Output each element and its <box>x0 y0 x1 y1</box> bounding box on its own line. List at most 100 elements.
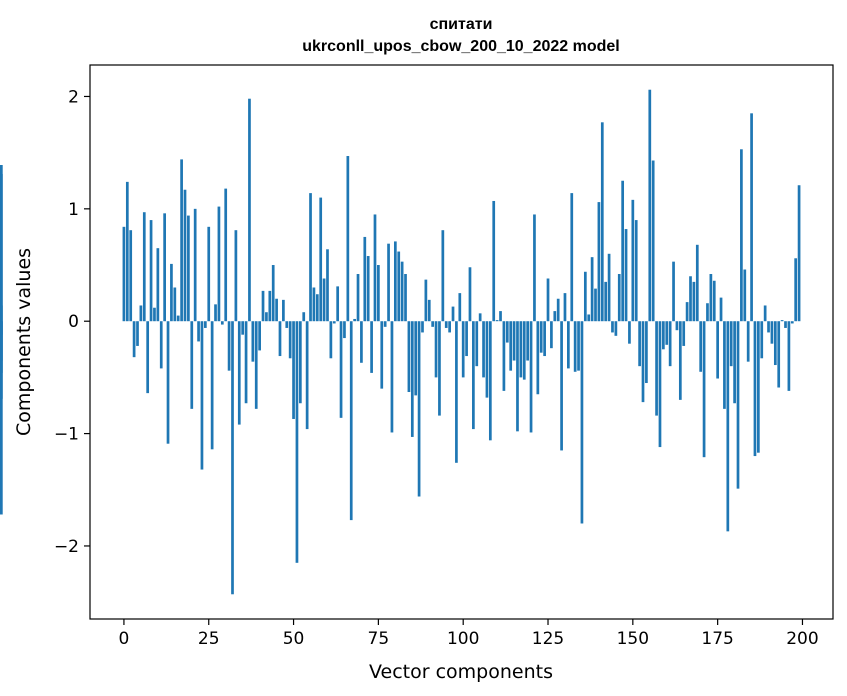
bar <box>139 305 143 322</box>
bar <box>543 321 546 357</box>
bar <box>672 261 675 322</box>
bar <box>485 321 489 398</box>
bar <box>237 321 241 425</box>
bar <box>315 294 319 322</box>
bar <box>668 321 672 367</box>
bar <box>349 321 353 521</box>
bar <box>146 321 150 394</box>
y-axis-ticks: −2 −1 0 1 2 <box>54 87 90 557</box>
bar <box>583 271 587 322</box>
bar <box>678 321 682 400</box>
bar <box>244 321 248 404</box>
bar <box>434 321 438 378</box>
bar <box>203 321 207 328</box>
bar <box>689 276 692 322</box>
bar <box>594 288 597 322</box>
bar <box>746 321 750 362</box>
bar <box>716 321 719 379</box>
x-tick-label: 175 <box>701 629 733 649</box>
bar <box>170 263 173 322</box>
bars-group <box>0 89 801 595</box>
bar <box>220 321 224 325</box>
bar <box>373 214 377 322</box>
bar <box>502 321 506 391</box>
bar <box>353 318 356 322</box>
bar <box>298 321 302 404</box>
bar <box>699 321 703 372</box>
bar <box>407 321 411 393</box>
bar <box>539 321 543 353</box>
bar <box>282 299 285 322</box>
bar <box>634 220 638 322</box>
bar <box>495 320 499 322</box>
bar <box>573 321 577 372</box>
bar <box>455 321 458 463</box>
bar <box>482 321 485 378</box>
bar <box>393 241 397 322</box>
bar <box>173 287 177 322</box>
bar <box>258 321 261 351</box>
bar <box>227 321 231 371</box>
bar <box>614 321 618 336</box>
bar <box>332 321 336 324</box>
bar <box>251 321 255 362</box>
bar <box>427 299 431 322</box>
bar <box>210 321 214 450</box>
bar <box>550 321 553 349</box>
bar <box>587 314 591 322</box>
bar <box>153 307 156 322</box>
bar <box>360 321 363 363</box>
bar <box>265 312 268 322</box>
bar <box>645 321 648 384</box>
plot-frame <box>89 64 834 620</box>
bar <box>0 321 3 515</box>
bar <box>794 258 798 322</box>
bar <box>377 265 380 322</box>
bar <box>187 215 190 322</box>
bar <box>183 189 187 322</box>
bar <box>641 321 645 403</box>
bar <box>767 321 770 333</box>
bar <box>380 321 384 389</box>
bar <box>512 321 516 361</box>
bar <box>740 149 743 322</box>
bar <box>275 298 278 322</box>
bar <box>197 321 200 342</box>
bar <box>288 321 292 359</box>
bar <box>176 315 180 322</box>
bar <box>736 321 740 489</box>
bar <box>312 287 316 322</box>
bar <box>125 181 129 322</box>
x-tick-label: 0 <box>119 629 130 649</box>
bar <box>757 321 760 453</box>
bar <box>733 321 736 404</box>
bar <box>261 290 265 322</box>
bar <box>505 321 509 343</box>
bar <box>790 321 794 324</box>
x-tick-label: 150 <box>617 629 649 649</box>
bar <box>770 321 774 344</box>
bar <box>600 122 604 322</box>
bar <box>628 321 631 344</box>
bar <box>723 321 726 409</box>
bar <box>580 321 584 524</box>
bar <box>702 321 706 458</box>
bar <box>750 113 753 322</box>
x-tick-label: 200 <box>786 629 818 649</box>
y-tick-label: −2 <box>54 537 79 557</box>
bar <box>692 281 696 322</box>
bar <box>726 321 730 532</box>
bar <box>665 321 669 345</box>
bar <box>370 321 373 373</box>
bar <box>478 313 482 322</box>
bar <box>224 188 228 322</box>
bar <box>519 321 523 378</box>
bar <box>356 274 360 322</box>
bar <box>400 261 404 322</box>
bar <box>431 321 435 327</box>
bar <box>326 249 329 322</box>
bar <box>488 321 492 441</box>
bar <box>410 321 414 437</box>
bar <box>448 321 451 333</box>
